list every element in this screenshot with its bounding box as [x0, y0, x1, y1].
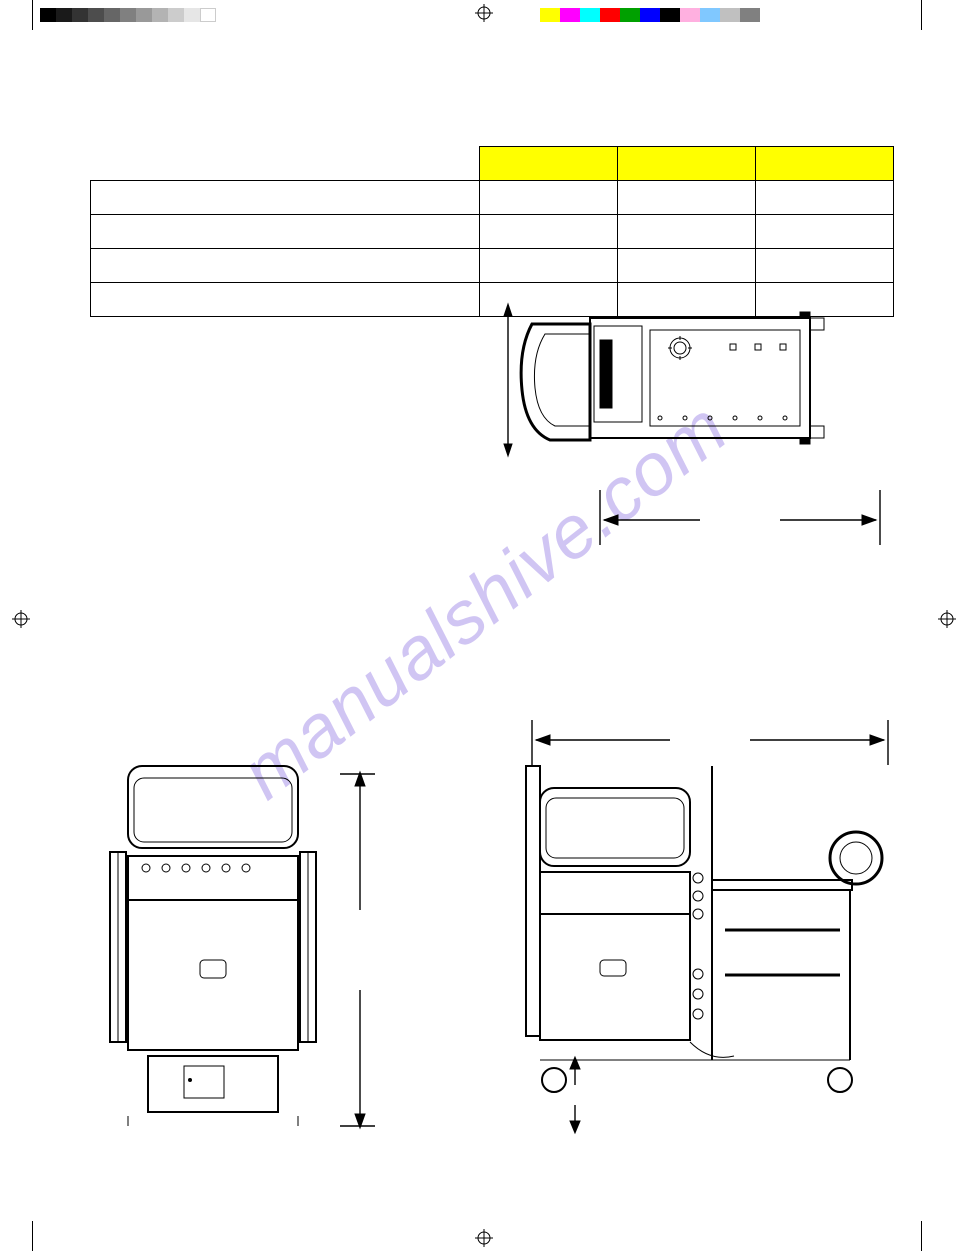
grayscale-swatches: [40, 8, 216, 22]
registration-mark-top: [475, 4, 493, 22]
table-row: [91, 249, 894, 283]
spec-table: [90, 146, 894, 317]
spec-table-header-1: [480, 147, 618, 181]
dimension-total-width: [520, 710, 900, 765]
registration-mark-right: [938, 610, 956, 628]
registration-mark-left: [12, 610, 30, 628]
dimension-shelf-width: [590, 490, 890, 550]
grill-front-open-diagram: [520, 760, 890, 1130]
grill-top-view-diagram: [500, 300, 830, 470]
registration-mark-bottom: [475, 1229, 493, 1247]
color-swatches: [540, 8, 760, 22]
grill-front-closed-diagram: [88, 760, 358, 1130]
table-row: [91, 215, 894, 249]
spec-table-header-2: [618, 147, 756, 181]
spec-table-header-3: [756, 147, 894, 181]
table-row: [91, 181, 894, 215]
